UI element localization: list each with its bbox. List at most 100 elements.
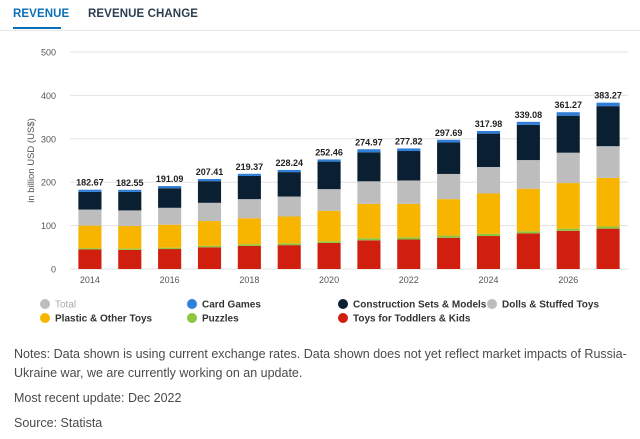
bar-segment-plastic-other-toys [197, 221, 222, 246]
bar-segment-construction-sets-models [397, 151, 421, 181]
x-tick-label: 2014 [80, 275, 100, 285]
total-data-label: 361.27 [554, 100, 582, 110]
bar-segment-dolls-stuffed-toys [556, 152, 580, 184]
bar-segment-dolls-stuffed-toys [197, 202, 222, 222]
total-data-label: 191.09 [156, 174, 184, 184]
y-tick-label: 0 [51, 265, 56, 275]
bar-segment-toys-for-toddlers-kids [197, 247, 222, 269]
legend-item: Toys for Toddlers & Kids [353, 314, 471, 325]
bar-segment-construction-sets-models [437, 142, 461, 174]
bar-segment-construction-sets-models [556, 115, 580, 153]
total-data-label: 339.08 [515, 110, 543, 120]
bar-segment-card-games [516, 121, 540, 125]
bar-segment-dolls-stuffed-toys [476, 167, 501, 194]
bar-segment-construction-sets-models [78, 191, 102, 210]
legend-marker [487, 299, 497, 309]
total-data-label: 277.82 [395, 136, 423, 146]
x-tick-label: 2020 [319, 275, 339, 285]
bar-segment-toys-for-toddlers-kids [158, 249, 182, 269]
bar-segment-card-games [277, 169, 301, 173]
bar-segment-construction-sets-models [197, 181, 222, 203]
legend-item: Puzzles [202, 314, 239, 325]
legend-item: Plastic & Other Toys [55, 314, 153, 325]
bar-segment-card-games [197, 178, 222, 182]
legend-item: Card Games [202, 300, 261, 311]
bar-segment-plastic-other-toys [397, 203, 421, 238]
bar-segment-puzzles [596, 226, 620, 229]
total-data-label: 182.55 [116, 178, 144, 188]
legend-item: Total [55, 300, 76, 311]
bar-segment-plastic-other-toys [158, 224, 182, 248]
bar-segment-plastic-other-toys [237, 218, 261, 245]
bar-segment-dolls-stuffed-toys [437, 173, 461, 200]
x-tick-label: 2016 [160, 275, 180, 285]
bar-segment-toys-for-toddlers-kids [476, 236, 501, 269]
total-data-label: 274.97 [355, 138, 383, 148]
bar-segment-toys-for-toddlers-kids [437, 237, 461, 269]
bar-segment-puzzles [476, 233, 501, 237]
bar-segment-plastic-other-toys [476, 193, 501, 234]
bar-segment-card-games [78, 189, 102, 192]
bar-segment-toys-for-toddlers-kids [317, 242, 341, 269]
bar-segment-construction-sets-models [158, 188, 182, 208]
total-data-label: 383.27 [594, 91, 622, 101]
bar-segment-plastic-other-toys [78, 225, 102, 249]
y-tick-label: 500 [41, 48, 56, 58]
bar-segment-card-games [237, 173, 261, 176]
bar-segment-card-games [118, 189, 142, 192]
bar-segment-construction-sets-models [317, 161, 341, 190]
total-data-label: 228.24 [275, 158, 303, 168]
bar-segment-dolls-stuffed-toys [78, 209, 102, 226]
bar-segment-toys-for-toddlers-kids [78, 249, 102, 269]
y-tick-label: 400 [41, 91, 56, 101]
bar-segment-plastic-other-toys [277, 216, 301, 244]
legend-marker [40, 299, 50, 309]
x-tick-label: 2026 [558, 275, 578, 285]
bar-segment-puzzles [357, 238, 381, 241]
source-text: Source: Statista [14, 416, 103, 430]
tab-revenue-change[interactable]: REVENUE CHANGE [88, 8, 199, 20]
legend-marker [40, 313, 50, 323]
bar-segment-dolls-stuffed-toys [158, 207, 182, 225]
bar-segment-puzzles [397, 237, 421, 240]
bar-segment-plastic-other-toys [118, 226, 142, 249]
bar-segment-dolls-stuffed-toys [516, 160, 540, 189]
bar-segment-card-games [556, 112, 580, 116]
legend-marker [187, 299, 197, 309]
bar-segment-card-games [476, 130, 501, 134]
x-tick-label: 2022 [399, 275, 419, 285]
total-data-label: 182.67 [76, 178, 104, 188]
bar-segment-toys-for-toddlers-kids [118, 249, 142, 269]
legend-marker [338, 313, 348, 323]
bar-segment-toys-for-toddlers-kids [237, 245, 261, 269]
bar-segment-puzzles [158, 247, 182, 250]
bar-segment-construction-sets-models [237, 175, 261, 200]
bar-segment-card-games [596, 102, 620, 107]
bar-segment-card-games [158, 186, 182, 189]
bar-segment-toys-for-toddlers-kids [357, 240, 381, 269]
bar-segment-toys-for-toddlers-kids [556, 230, 580, 269]
legend-item: Construction Sets & Models [353, 300, 487, 311]
bar-segment-plastic-other-toys [596, 177, 620, 227]
bar-segment-dolls-stuffed-toys [397, 180, 421, 204]
y-axis-label: in billion USD (US$) [26, 118, 37, 202]
bar-segment-puzzles [197, 245, 222, 248]
legend-item: Dolls & Stuffed Toys [502, 300, 599, 311]
bar-segment-construction-sets-models [277, 172, 301, 197]
y-tick-label: 100 [41, 221, 56, 231]
chart-notes: Notes: Data shown is using current excha… [14, 345, 629, 439]
y-tick-label: 300 [41, 134, 56, 144]
bar-segment-card-games [397, 148, 421, 152]
notes-text: Notes: Data shown is using current excha… [14, 347, 627, 380]
bar-segment-dolls-stuffed-toys [237, 199, 261, 219]
legend-marker [187, 313, 197, 323]
update-text: Most recent update: Dec 2022 [14, 391, 182, 405]
bar-segment-dolls-stuffed-toys [118, 210, 142, 227]
bar-segment-puzzles [317, 241, 341, 243]
bar-segment-puzzles [277, 243, 301, 246]
total-data-label: 207.41 [196, 167, 224, 177]
active-tab-indicator [13, 27, 61, 29]
y-tick-label: 200 [41, 178, 56, 188]
tab-revenue[interactable]: REVENUE [13, 8, 70, 20]
bar-segment-toys-for-toddlers-kids [596, 228, 620, 269]
